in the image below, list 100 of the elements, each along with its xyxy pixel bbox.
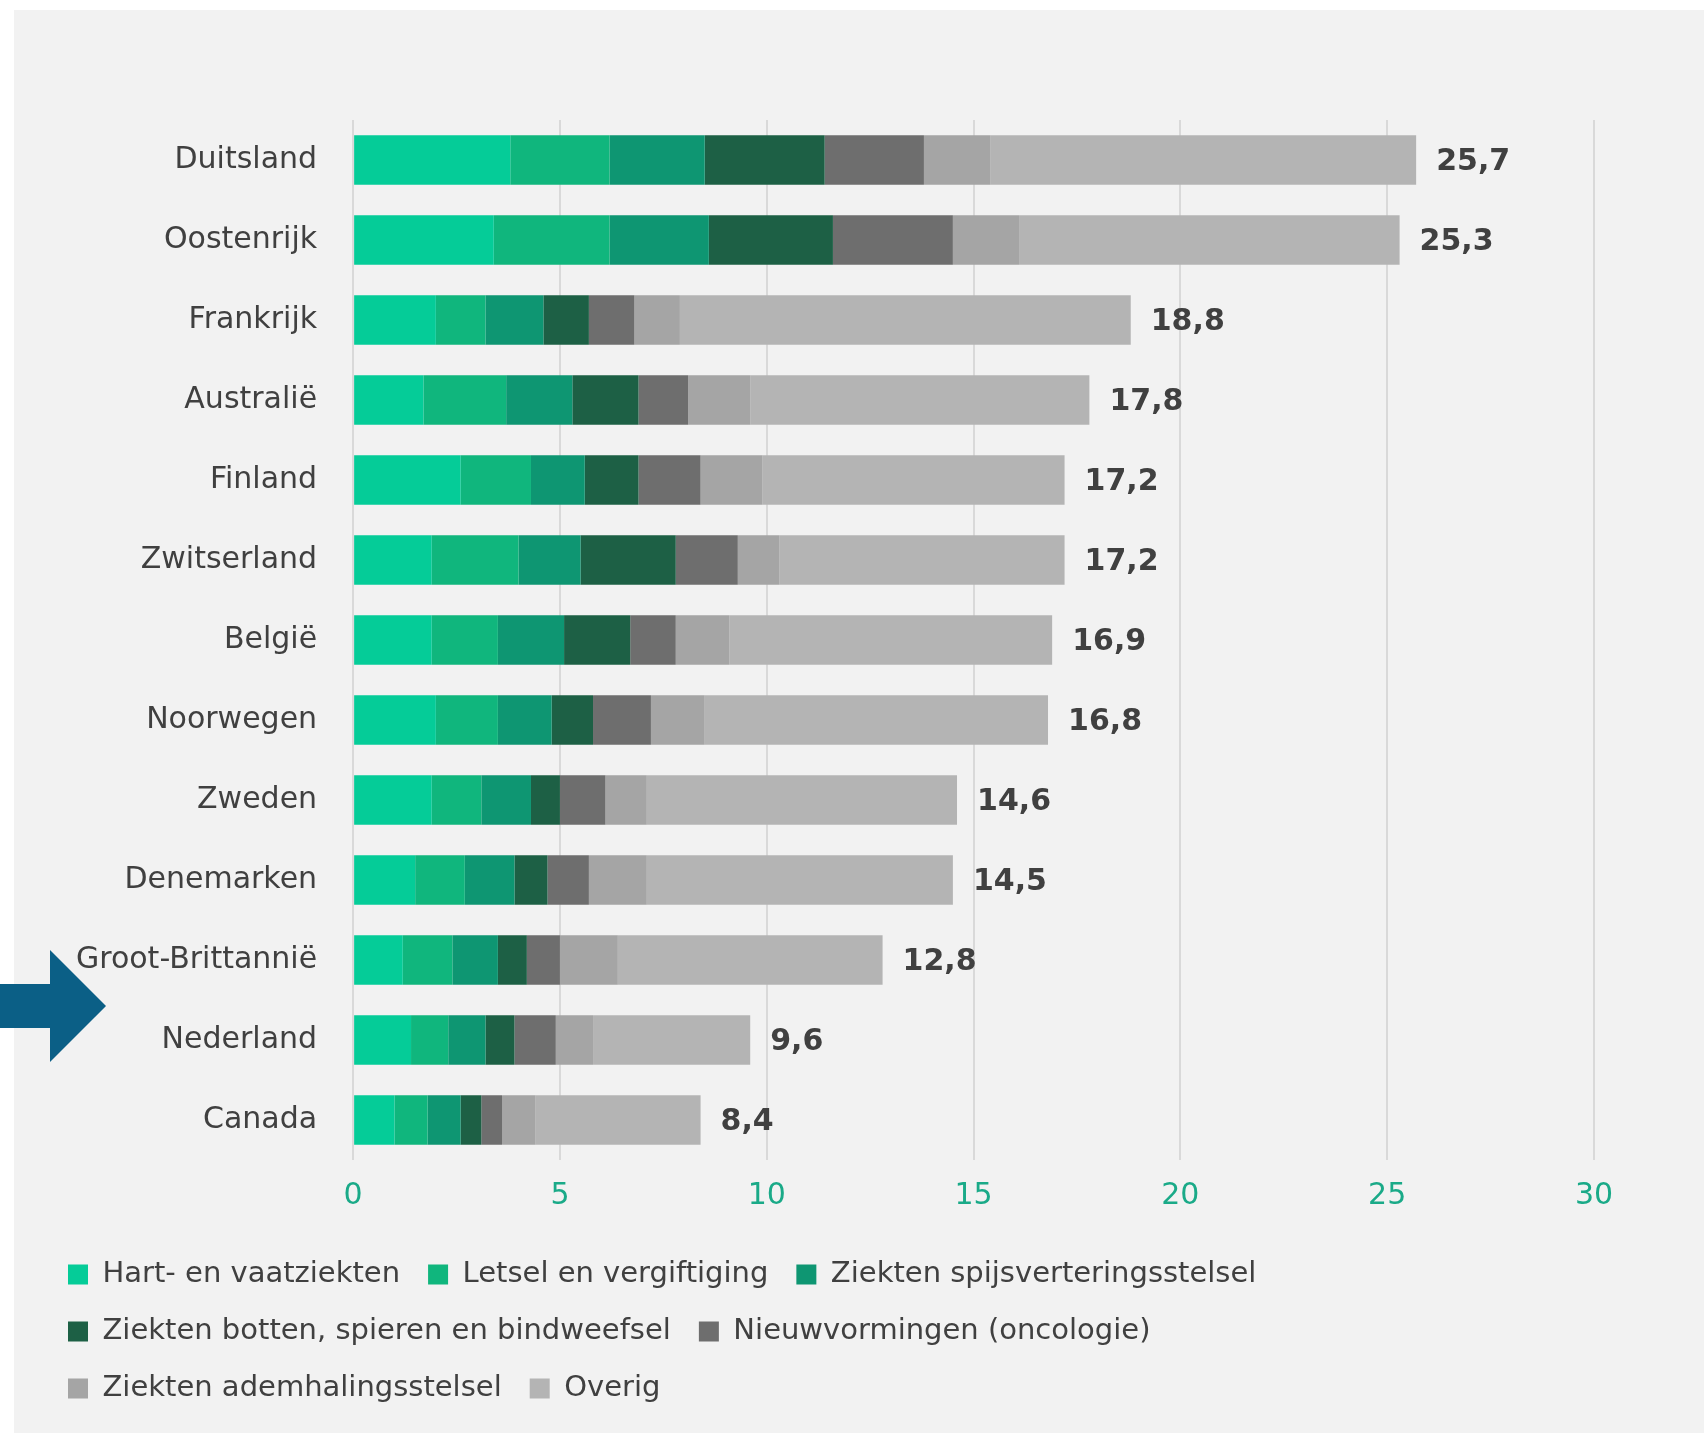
total-label: 25,3 [1419,221,1494,257]
bar [593,695,651,745]
bar [493,215,610,265]
bar [584,455,639,505]
bar [617,935,883,985]
legend-label: Nieuwvormingen (oncologie) [733,1312,1151,1347]
bar [700,455,763,505]
bar [506,375,573,425]
bar [952,215,1020,265]
x-tick-label: 20 [1161,1175,1200,1211]
y-tick-label: Nederland [161,1019,318,1055]
bar [452,935,498,985]
bar [514,855,548,905]
total-label: 18,8 [1150,301,1225,337]
bar [464,855,515,905]
y-tick-label: Denemarken [124,859,318,895]
bar [402,935,453,985]
bar [588,295,635,345]
bar [832,215,953,265]
bar [564,615,631,665]
bar [572,375,639,425]
y-tick-label: Canada [202,1099,318,1135]
legend-label: Hart- en vaatziekten [102,1255,401,1290]
legend-label: Ziekten botten, spieren en bindweefsel [102,1312,671,1347]
bar [708,215,833,265]
bar [650,695,705,745]
total-label: 14,5 [972,861,1047,897]
bar [435,295,486,345]
bar [593,1015,751,1065]
bar [427,1095,461,1145]
bar [502,1095,536,1145]
bar [737,535,780,585]
bar [431,535,519,585]
bar [638,375,689,425]
bar [630,615,676,665]
total-label: 17,2 [1084,541,1159,577]
bar [510,135,610,185]
bar [923,135,991,185]
bar [394,1095,428,1145]
y-tick-label: Frankrijk [188,299,318,335]
total-label: 16,9 [1072,621,1147,657]
legend-label: Letsel en vergiftiging [462,1255,769,1290]
bar [354,775,432,825]
bar [605,775,647,825]
x-tick-label: 10 [747,1175,786,1211]
y-tick-label: Australië [184,379,318,415]
bar [354,935,403,985]
bar [555,1015,594,1065]
bar [530,455,585,505]
x-tick-label: 5 [550,1175,570,1211]
bar [704,695,1049,745]
bar [559,935,618,985]
bar [354,295,436,345]
y-tick-label: Noorwegen [146,699,318,735]
bar [411,1015,449,1065]
bar [990,135,1417,185]
x-tick-label: 30 [1574,1175,1614,1211]
y-tick-label: Zwitserland [140,539,318,575]
total-label: 14,6 [977,781,1052,817]
bar [530,775,560,825]
bar [750,375,1090,425]
bar [551,695,594,745]
bar [354,375,424,425]
total-label: 17,8 [1109,381,1184,417]
bar [460,1095,482,1145]
bar [354,855,416,905]
total-label: 8,4 [720,1101,774,1137]
bar [762,455,1065,505]
bar [460,455,531,505]
x-tick-label: 25 [1368,1175,1407,1211]
bar [354,1015,412,1065]
bar [535,1095,701,1145]
legend-label: Overig [564,1369,661,1404]
y-tick-label: België [223,619,318,655]
bar [646,775,958,825]
legend-label: Ziekten ademhalingsstelsel [102,1369,502,1404]
bar [497,935,527,985]
bar [588,855,647,905]
total-label: 25,7 [1436,141,1511,177]
bar [609,135,705,185]
bar [646,855,953,905]
bar [526,935,560,985]
bar [559,775,606,825]
bar [431,775,482,825]
bar [609,215,709,265]
bar [634,295,680,345]
bar [824,135,924,185]
bar [485,295,544,345]
bar [547,855,589,905]
bar [354,215,494,265]
bar [1019,215,1400,265]
bar [354,535,432,585]
bar [481,1095,503,1145]
bar [435,695,498,745]
bar [481,775,531,825]
bar [354,615,432,665]
total-label: 16,8 [1068,701,1143,737]
bar [497,615,565,665]
bar [679,295,1131,345]
bar [354,1095,395,1145]
